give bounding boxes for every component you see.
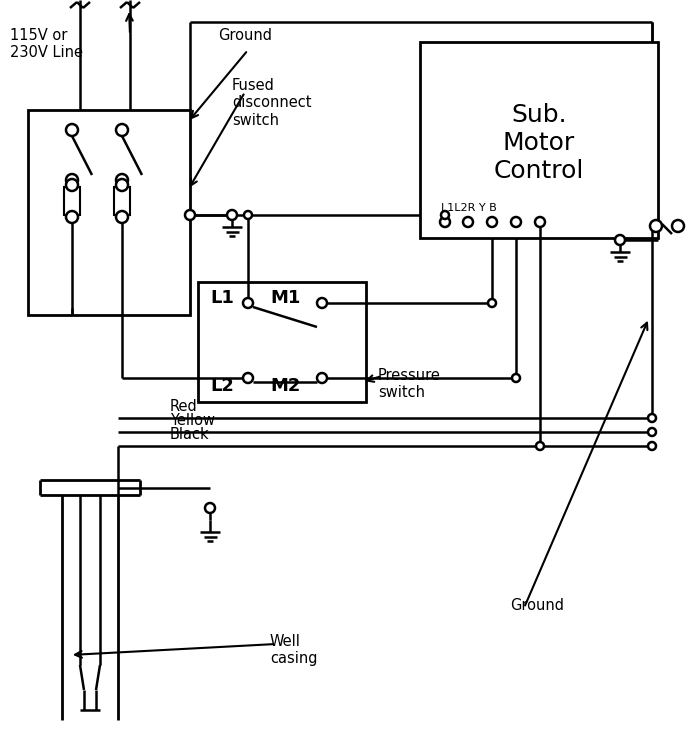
- Bar: [420, 42, 658, 238]
- Text: L1L2R Y B: L1L2R Y B: [441, 203, 497, 213]
- Circle shape: [511, 217, 521, 227]
- Circle shape: [536, 442, 544, 450]
- Bar: [28, 110, 190, 315]
- Text: Sub.: Sub.: [511, 103, 567, 127]
- Circle shape: [66, 124, 78, 136]
- Text: Fused
disconnect
switch: Fused disconnect switch: [232, 78, 312, 128]
- Circle shape: [463, 217, 473, 227]
- Circle shape: [317, 373, 327, 383]
- Bar: [114, 187, 130, 215]
- Text: L1: L1: [210, 289, 234, 307]
- Text: Black: Black: [170, 427, 209, 442]
- Circle shape: [243, 373, 253, 383]
- Circle shape: [227, 210, 237, 220]
- Circle shape: [116, 174, 128, 186]
- Circle shape: [535, 217, 545, 227]
- Circle shape: [66, 211, 78, 223]
- Text: Yellow: Yellow: [170, 413, 215, 428]
- Text: M2: M2: [270, 377, 301, 395]
- Circle shape: [244, 211, 252, 219]
- Circle shape: [487, 217, 497, 227]
- Circle shape: [317, 298, 327, 308]
- Text: Control: Control: [494, 159, 584, 183]
- Circle shape: [650, 220, 662, 232]
- Bar: [64, 187, 80, 215]
- Text: L2: L2: [210, 377, 234, 395]
- Text: 115V or
230V Line: 115V or 230V Line: [10, 28, 83, 60]
- Circle shape: [185, 210, 195, 220]
- Circle shape: [116, 211, 128, 223]
- Text: Pressure
switch: Pressure switch: [378, 368, 441, 400]
- Circle shape: [672, 220, 684, 232]
- Text: Ground: Ground: [510, 598, 564, 613]
- Circle shape: [243, 298, 253, 308]
- Circle shape: [648, 442, 656, 450]
- Circle shape: [488, 299, 496, 307]
- Text: M1: M1: [270, 289, 301, 307]
- Circle shape: [648, 414, 656, 422]
- Circle shape: [116, 124, 128, 136]
- Circle shape: [512, 374, 520, 382]
- Circle shape: [440, 217, 450, 227]
- Circle shape: [441, 211, 449, 219]
- Circle shape: [615, 235, 625, 245]
- Circle shape: [648, 428, 656, 436]
- Bar: [198, 282, 366, 402]
- Circle shape: [116, 179, 128, 191]
- Text: Ground: Ground: [218, 28, 272, 43]
- Circle shape: [66, 179, 78, 191]
- Text: Red: Red: [170, 399, 198, 414]
- Circle shape: [205, 503, 215, 513]
- Circle shape: [66, 174, 78, 186]
- Text: Motor: Motor: [503, 131, 575, 155]
- Text: Well
casing: Well casing: [270, 634, 317, 667]
